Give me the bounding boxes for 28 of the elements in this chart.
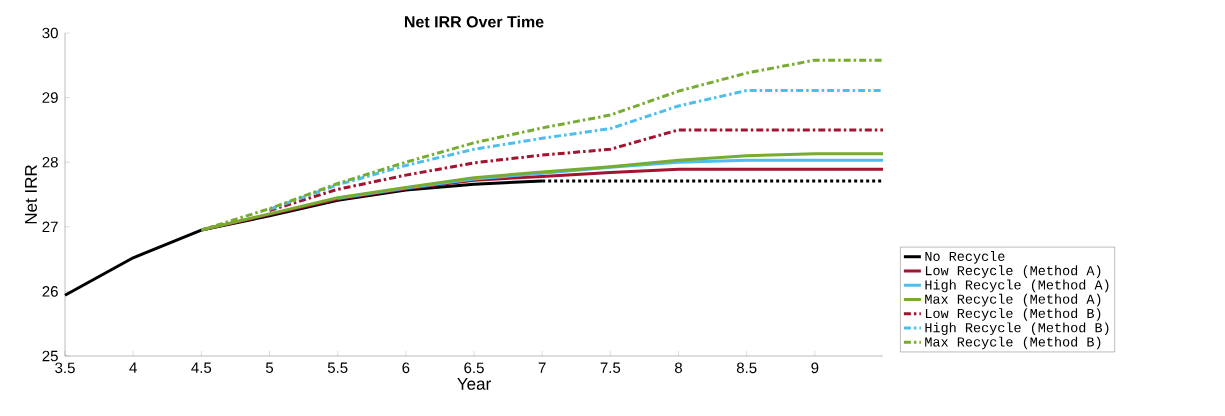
y-tick-label: 29 — [42, 92, 58, 103]
x-tick-label: 3.5 — [55, 362, 75, 374]
x-tick-label: 4 — [129, 362, 137, 373]
legend-label: No Recycle — [925, 251, 1005, 264]
x-axis-title: Year — [457, 377, 491, 390]
x-tick-label: 5 — [265, 362, 274, 373]
x-tick-label: 9 — [811, 362, 819, 374]
x-tick-label: 7.5 — [600, 362, 621, 373]
y-tick-label: 25 — [42, 350, 58, 362]
legend-label: Low Recycle (Method B) — [925, 308, 1101, 321]
legend-label: High Recycle (Method B) — [925, 322, 1109, 335]
y-tick-label: 28 — [42, 156, 58, 168]
legend-label: Low Recycle (Method A) — [925, 265, 1101, 278]
x-tick-label: 4.5 — [191, 362, 212, 373]
y-tick-label: 27 — [42, 221, 58, 233]
legend-label: Max Recycle (Method A) — [925, 293, 1101, 307]
x-tick-label: 6.5 — [464, 362, 484, 374]
legend-label: High Recycle (Method A) — [925, 279, 1109, 293]
y-tick-label: 30 — [42, 27, 58, 39]
y-axis-title: Net IRR — [25, 165, 37, 224]
x-tick-label: 6 — [402, 362, 410, 374]
chart-title: Net IRR Over Time — [404, 15, 544, 28]
x-tick-label: 7 — [538, 362, 546, 373]
x-tick-label: 8.5 — [736, 362, 757, 374]
y-tick-label: 26 — [42, 286, 58, 297]
x-tick-label: 5.5 — [327, 362, 348, 373]
legend-label: Max Recycle (Method B) — [925, 336, 1101, 350]
x-tick-label: 8 — [674, 362, 683, 374]
